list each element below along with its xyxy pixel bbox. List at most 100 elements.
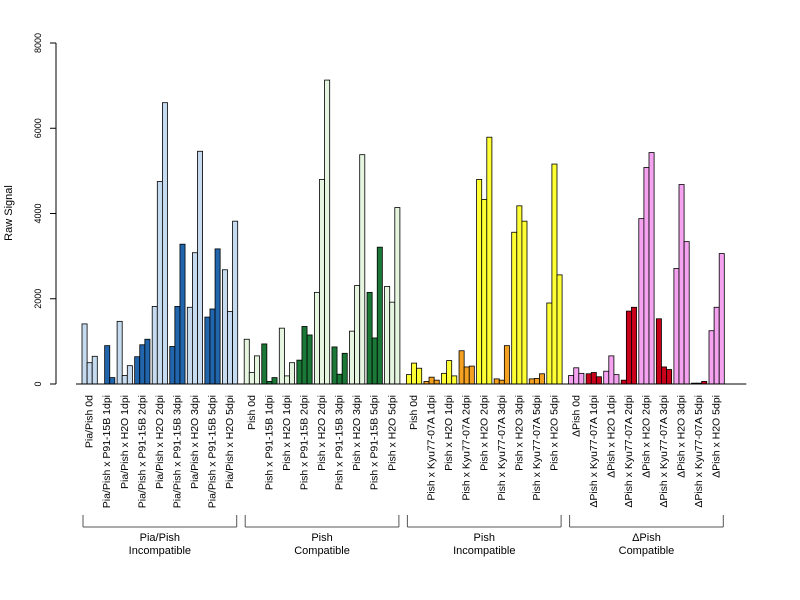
x-tick-label: ΔPish x H2O 5dpi xyxy=(711,395,723,478)
bar xyxy=(271,377,278,385)
bar xyxy=(528,378,535,385)
x-tick-label: Pish x Kyu77-07A 5dpi xyxy=(531,395,543,501)
bar xyxy=(301,326,308,385)
x-tick-label: ΔPish x H2O 1dpi xyxy=(605,395,617,478)
x-tick-label: Pia/Pish x H2O 5dpi xyxy=(224,395,236,489)
bar xyxy=(248,372,255,385)
bar-group-1 xyxy=(81,102,239,385)
bar xyxy=(191,252,198,385)
bar xyxy=(341,352,348,385)
x-tick-label: ΔPish x Kyu77-07A 5dpi xyxy=(693,395,705,508)
bar xyxy=(243,338,250,385)
x-tick-label: Pia/Pish x P91-15B 3dpi xyxy=(171,395,183,508)
bar xyxy=(261,343,268,385)
bar xyxy=(126,365,133,385)
x-tick-label: Pish x P91-15B 1dpi xyxy=(263,395,275,490)
bar xyxy=(551,163,558,385)
bar xyxy=(446,360,453,385)
bar xyxy=(521,220,528,385)
x-tick-label: Pish x Kyu77-07A 1dpi xyxy=(426,395,438,501)
x-tick-label: ΔPish x Kyu77-07A 3dpi xyxy=(658,395,670,508)
x-tick-label: Pish x H2O 5dpi xyxy=(386,395,398,471)
bar xyxy=(516,205,523,385)
x-tick-label: Pia/Pish x P91-15B 1dpi xyxy=(101,395,113,508)
bar xyxy=(331,346,338,385)
bar xyxy=(498,379,505,385)
bar xyxy=(718,253,725,385)
x-tick-label: ΔPish 0d xyxy=(570,395,582,437)
x-tick-label: Pish x Kyu77-07A 3dpi xyxy=(496,395,508,501)
bar xyxy=(631,306,637,385)
bar xyxy=(573,367,580,385)
x-tick-label: ΔPish x H2O 2dpi xyxy=(640,395,652,478)
group-label-type: Compatible xyxy=(294,545,350,557)
x-tick-label: Pish x P91-15B 3dpi xyxy=(334,395,346,490)
bar xyxy=(608,355,615,385)
bar xyxy=(209,308,216,385)
bar xyxy=(661,366,667,385)
bar xyxy=(673,268,680,385)
bar xyxy=(613,374,620,385)
bar xyxy=(433,379,440,385)
bar xyxy=(109,377,116,385)
bar xyxy=(156,181,163,385)
bar xyxy=(313,291,320,385)
bar xyxy=(625,310,632,385)
bar xyxy=(81,323,88,385)
bar-group-2 xyxy=(243,79,401,385)
bar xyxy=(590,372,597,385)
bar xyxy=(86,362,93,385)
x-tick-label: Pish x H2O 5dpi xyxy=(548,395,560,471)
bar xyxy=(405,374,412,385)
bar xyxy=(539,373,545,385)
bar xyxy=(161,102,168,385)
x-tick-label: Pish x H2O 1dpi xyxy=(443,395,455,471)
x-tick-label: ΔPish x Kyu77-07A 2dpi xyxy=(623,395,635,508)
group-label-type: Compatible xyxy=(619,545,675,557)
bar xyxy=(366,291,373,385)
bar xyxy=(179,243,186,385)
x-tick-label: Pia/Pish x H2O 2dpi xyxy=(154,395,166,489)
y-tick-label: 0 xyxy=(33,381,43,386)
bar xyxy=(319,178,325,385)
bar xyxy=(678,184,685,385)
bar xyxy=(144,338,151,385)
bar xyxy=(116,320,123,385)
bar xyxy=(232,220,239,385)
y-axis-title: Raw Signal xyxy=(3,185,15,241)
bar xyxy=(169,346,176,385)
bar xyxy=(121,375,128,385)
group-label-type: Incompatible xyxy=(129,545,191,557)
bar xyxy=(214,248,221,385)
bar xyxy=(151,306,158,385)
bar xyxy=(493,378,500,385)
bar xyxy=(134,356,141,385)
bar xyxy=(441,372,447,385)
x-tick-label: Pia/Pish x P91-15B 5dpi xyxy=(207,395,219,508)
x-tick-label: ΔPish x Kyu77-07A 1dpi xyxy=(588,395,600,508)
bar xyxy=(384,285,391,385)
bar xyxy=(655,318,662,385)
y-tick-label: 8000 xyxy=(33,33,43,53)
bar xyxy=(139,344,146,385)
bar xyxy=(354,285,361,385)
y-axis: 0 2000 4000 6000 8000 xyxy=(33,33,57,387)
bar xyxy=(643,167,650,385)
x-tick-label: Pish x H2O 2dpi xyxy=(316,395,328,471)
bar xyxy=(585,373,592,385)
x-tick-label: Pish x H2O 3dpi xyxy=(351,395,363,471)
bar-group-3 xyxy=(405,136,563,385)
bar xyxy=(708,330,715,385)
group-label-name: Pish xyxy=(311,532,332,544)
y-tick-label: 4000 xyxy=(33,203,43,223)
group-label-name: ΔPish xyxy=(632,532,661,544)
bar xyxy=(481,199,488,385)
group-label-type: Incompatible xyxy=(453,545,515,557)
bars-layer xyxy=(81,79,725,385)
bar xyxy=(349,330,355,385)
bar xyxy=(197,150,203,385)
bar-group-4 xyxy=(568,152,725,385)
bar xyxy=(648,152,655,385)
x-tick-label: Pia/Pish x H2O 3dpi xyxy=(189,395,201,489)
bar xyxy=(533,378,540,385)
